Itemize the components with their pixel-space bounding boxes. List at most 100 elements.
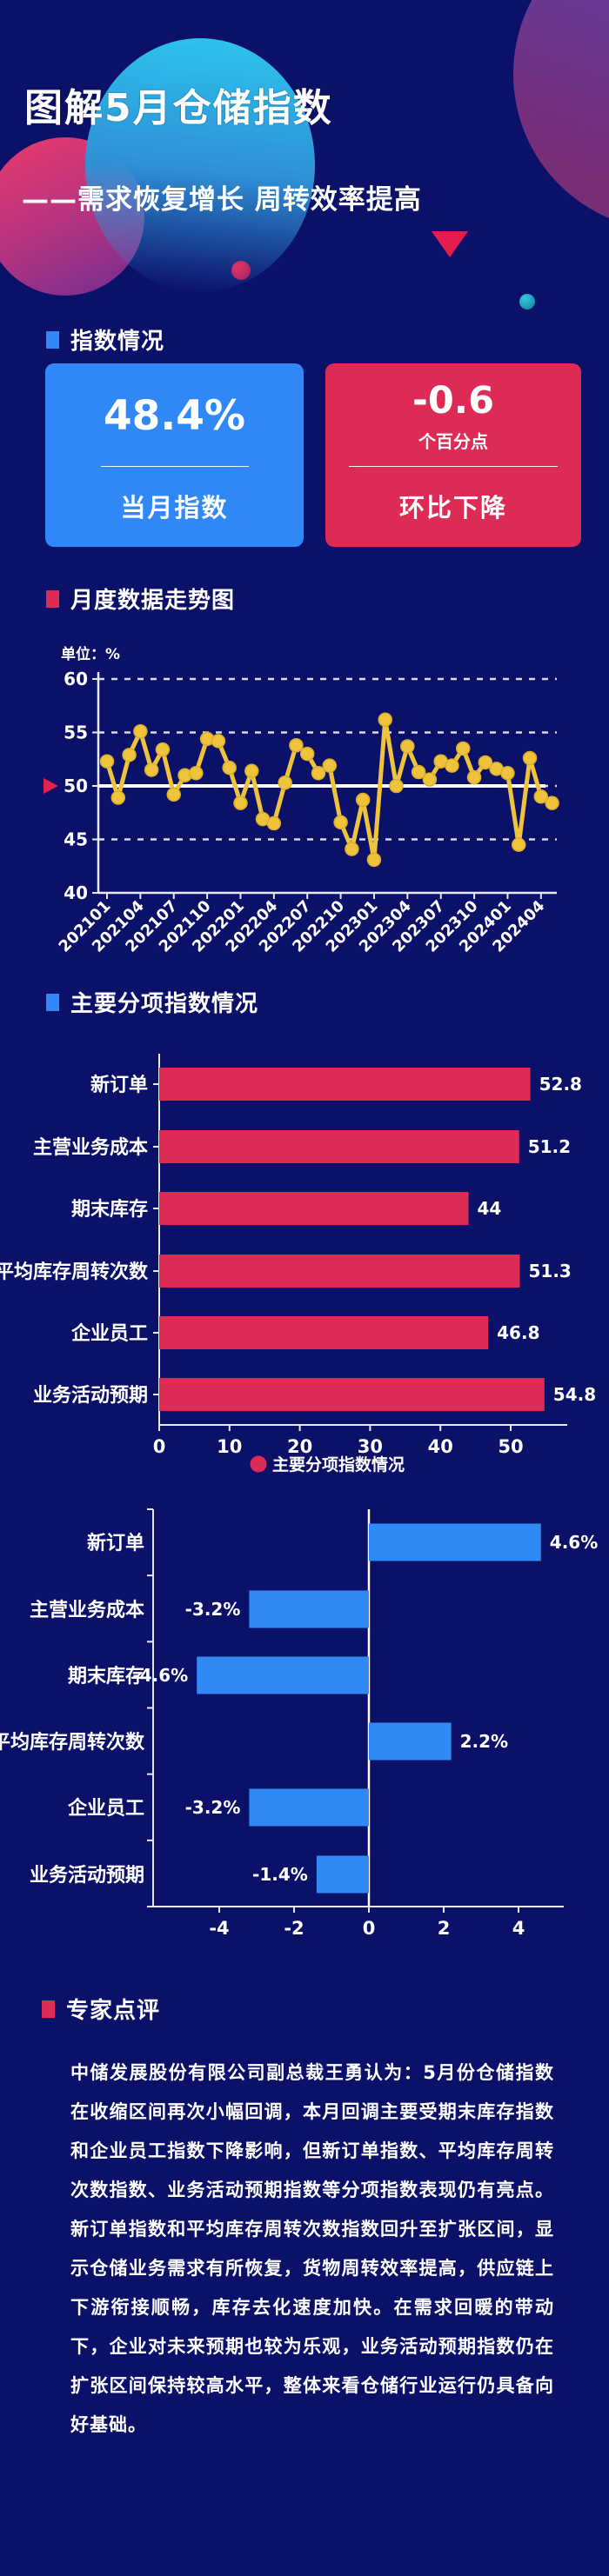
bar-category-label: 业务活动预期 bbox=[30, 1865, 144, 1887]
bar bbox=[159, 1130, 519, 1163]
data-point bbox=[533, 789, 549, 804]
bar-category-label: 企业员工 bbox=[67, 1797, 144, 1820]
page-subtitle: ——需求恢复增长 周转效率提高 bbox=[22, 184, 422, 216]
decor-triangle-red bbox=[432, 231, 468, 257]
x-tick-label: 50 bbox=[498, 1436, 523, 1457]
sub-index-change-chart: -4 -2 0 2 4 新订单 4.6% 主营业务成本 -3.2% 期末库存-4.6% 平均库存周转… bbox=[0, 1508, 598, 1939]
data-point bbox=[522, 750, 538, 766]
data-point bbox=[222, 760, 237, 775]
x-tick-label: 20 bbox=[287, 1436, 312, 1457]
bar-category-label: 期末库存 bbox=[68, 1665, 144, 1687]
data-point bbox=[545, 795, 559, 810]
data-point bbox=[233, 795, 248, 810]
data-point bbox=[333, 815, 348, 830]
bar bbox=[159, 1316, 489, 1349]
bar-value-label: 46.8 bbox=[497, 1322, 539, 1343]
data-point bbox=[311, 765, 326, 781]
section-header-index-overview: 指数情况 bbox=[46, 323, 164, 356]
expert-commentary: 中储发展股份有限公司副总裁王勇认为：5月份仓储指数在收缩区间再次小幅回调，本月回… bbox=[70, 2062, 554, 2435]
pointer-triangle-icon bbox=[44, 778, 58, 794]
data-point bbox=[400, 739, 415, 754]
section-label: 主要分项指数情况 bbox=[70, 991, 259, 1017]
bar-value-label: -3.2% bbox=[185, 1599, 241, 1620]
data-point bbox=[166, 787, 181, 802]
bar-value-label: 54.8 bbox=[553, 1384, 596, 1405]
bar-value-label: -4.6% bbox=[132, 1665, 188, 1686]
data-point bbox=[299, 746, 315, 762]
sub-index-level-chart: 0 10 20 30 40 50 新订单 52.8 主营业务成本 51.2 期末库存 44 平均库存周转… bbox=[0, 1054, 596, 1474]
bar-category-label: 期末库存 bbox=[71, 1198, 148, 1221]
data-point bbox=[99, 754, 115, 769]
data-point bbox=[278, 775, 292, 790]
bar bbox=[249, 1590, 369, 1628]
data-point bbox=[500, 765, 515, 781]
data-point bbox=[289, 738, 304, 753]
bar bbox=[369, 1523, 541, 1561]
y-tick-label: 60 bbox=[64, 669, 88, 689]
bar bbox=[159, 1255, 520, 1288]
mom-change-card: -0.6 个百分点 环比下降 bbox=[325, 363, 581, 547]
page-title: 图解5月仓储指数 bbox=[24, 86, 333, 130]
section-header-sub-indices: 主要分项指数情况 bbox=[46, 986, 258, 1018]
x-tick-label: 10 bbox=[217, 1436, 242, 1457]
legend-dot-icon bbox=[250, 1455, 267, 1473]
trend-unit-label: 单位：% bbox=[61, 646, 121, 663]
x-tick-label: 0 bbox=[153, 1436, 166, 1457]
data-point bbox=[378, 712, 392, 727]
x-tick-label: -4 bbox=[209, 1918, 229, 1939]
x-tick-label: 30 bbox=[358, 1436, 383, 1457]
current-index-value: 48.4% bbox=[103, 392, 246, 440]
legend-label: 主要分项指数情况 bbox=[272, 1454, 405, 1474]
mom-change-value: -0.6 bbox=[412, 379, 495, 423]
data-point bbox=[411, 764, 426, 780]
x-tick-label: 40 bbox=[428, 1436, 453, 1457]
data-point bbox=[366, 852, 382, 868]
bar-value-label: 51.2 bbox=[528, 1136, 571, 1157]
x-tick-label: 2 bbox=[438, 1918, 451, 1939]
bar-value-label: 51.3 bbox=[529, 1261, 572, 1281]
bar-category-label: 主营业务成本 bbox=[30, 1600, 144, 1621]
data-point bbox=[478, 755, 493, 770]
x-tick-label: -2 bbox=[284, 1918, 304, 1939]
data-point bbox=[355, 792, 371, 808]
bar-value-label: 52.8 bbox=[539, 1074, 582, 1095]
decor-ellipse-cyan bbox=[85, 38, 315, 292]
section-bullet-icon bbox=[46, 330, 59, 349]
bar-category-label: 新订单 bbox=[90, 1074, 148, 1096]
section-label: 专家点评 bbox=[66, 1998, 161, 2024]
mom-change-unit: 个百分点 bbox=[418, 431, 488, 452]
x-tick-label: 4 bbox=[512, 1918, 525, 1939]
data-point bbox=[110, 790, 126, 805]
data-point bbox=[189, 765, 204, 781]
section-header-expert-review: 专家点评 bbox=[42, 1993, 160, 2025]
data-point bbox=[456, 741, 471, 756]
data-point bbox=[244, 763, 259, 779]
section-label: 月度数据走势图 bbox=[70, 588, 236, 614]
monthly-trend-chart: 4045505560202101202104202107202110202201… bbox=[44, 669, 559, 956]
bar bbox=[159, 1068, 531, 1101]
data-point bbox=[266, 815, 282, 831]
section-header-monthly-trend: 月度数据走势图 bbox=[46, 582, 235, 615]
bar bbox=[316, 1855, 369, 1894]
current-index-label: 当月指数 bbox=[120, 493, 229, 523]
card-divider bbox=[349, 466, 558, 467]
bar-category-label: 平均库存周转次数 bbox=[0, 1261, 149, 1283]
section-bullet-icon bbox=[46, 589, 59, 608]
bar-category-label: 主营业务成本 bbox=[33, 1137, 148, 1159]
bar-value-label: -1.4% bbox=[252, 1864, 308, 1885]
bar-category-label: 企业员工 bbox=[70, 1322, 148, 1345]
card-divider bbox=[100, 466, 249, 467]
data-point bbox=[389, 778, 404, 794]
mom-change-label: 环比下降 bbox=[398, 493, 507, 523]
data-point bbox=[511, 837, 526, 852]
data-point bbox=[122, 748, 137, 762]
bar-value-label: 4.6% bbox=[550, 1532, 598, 1553]
bar-category-label: 新订单 bbox=[87, 1532, 144, 1554]
decor-dot-crimson bbox=[231, 261, 251, 280]
data-point bbox=[133, 724, 148, 739]
section-bullet-icon bbox=[42, 2000, 55, 2018]
bar bbox=[159, 1192, 469, 1225]
bar bbox=[159, 1378, 545, 1411]
bar bbox=[369, 1722, 452, 1761]
